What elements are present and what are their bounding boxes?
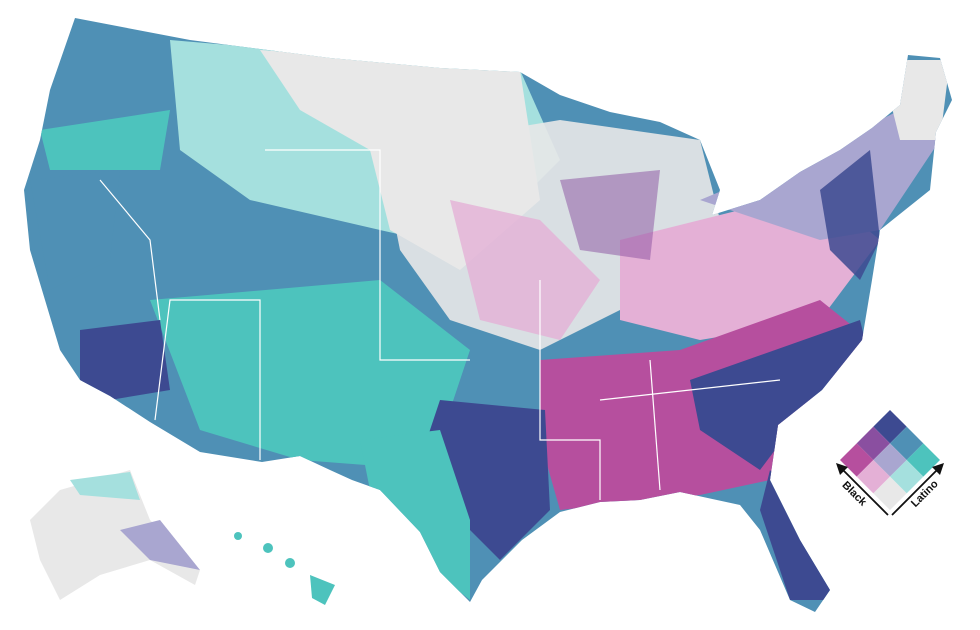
legend-cell [856,460,890,494]
legend-cell [906,443,940,477]
hawaii [234,532,335,605]
legend-cell [873,476,907,510]
alaska [30,470,200,600]
legend-cell [840,443,874,477]
arrow-head [836,463,848,475]
legend-cell [890,426,924,460]
legend-cell [856,426,890,460]
legend-cell [873,410,907,444]
arrow-head [932,463,944,475]
state-borders [99,149,781,500]
legend: Black Latino [836,410,944,516]
legend-cell [890,460,924,494]
legend-arrows [841,468,939,516]
legend-cell [873,443,907,477]
